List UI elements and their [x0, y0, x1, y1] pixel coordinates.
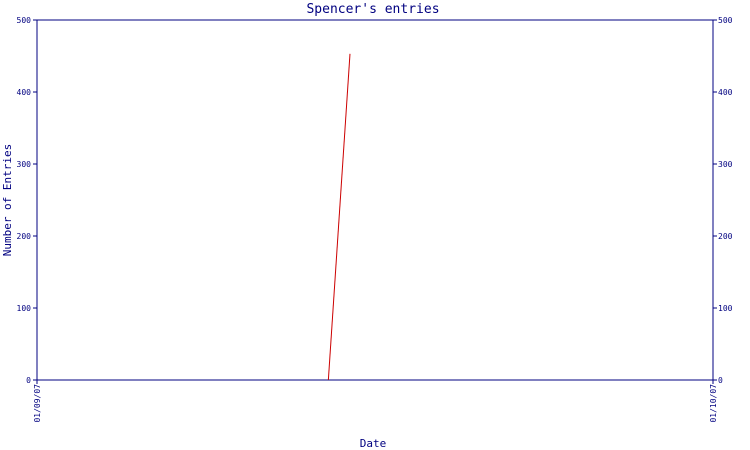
y-tick-label-left: 200: [17, 232, 32, 241]
x-tick-label: 01/09/07: [33, 384, 42, 423]
y-axis-label: Number of Entries: [1, 144, 14, 257]
y-tick-label-left: 500: [17, 16, 32, 25]
y-tick-label-left: 0: [26, 376, 31, 385]
y-axis-right: 0 100 200 300 400 500: [713, 16, 733, 385]
y-tick-label-right: 400: [718, 88, 733, 97]
y-tick-label-left: 100: [17, 304, 32, 313]
y-tick-label-right: 300: [718, 160, 733, 169]
series-line: [327, 53, 351, 381]
y-tick-label-right: 100: [718, 304, 733, 313]
y-axis-left: 0 100 200 300 400 500: [17, 16, 37, 385]
y-tick-label-right: 0: [718, 376, 723, 385]
x-axis: 01/09/07 01/10/07: [33, 380, 718, 423]
series-layer: [327, 53, 351, 381]
chart-title: Spencer's entries: [306, 2, 439, 17]
y-tick-label-right: 500: [718, 16, 733, 25]
plot-frame: [36, 19, 714, 381]
y-tick-label-right: 200: [718, 232, 733, 241]
x-tick-label: 01/10/07: [709, 384, 718, 423]
plot-area: [36, 19, 714, 381]
x-axis-label: Date: [360, 437, 387, 450]
y-tick-label-left: 400: [17, 88, 32, 97]
y-tick-label-left: 300: [17, 160, 32, 169]
